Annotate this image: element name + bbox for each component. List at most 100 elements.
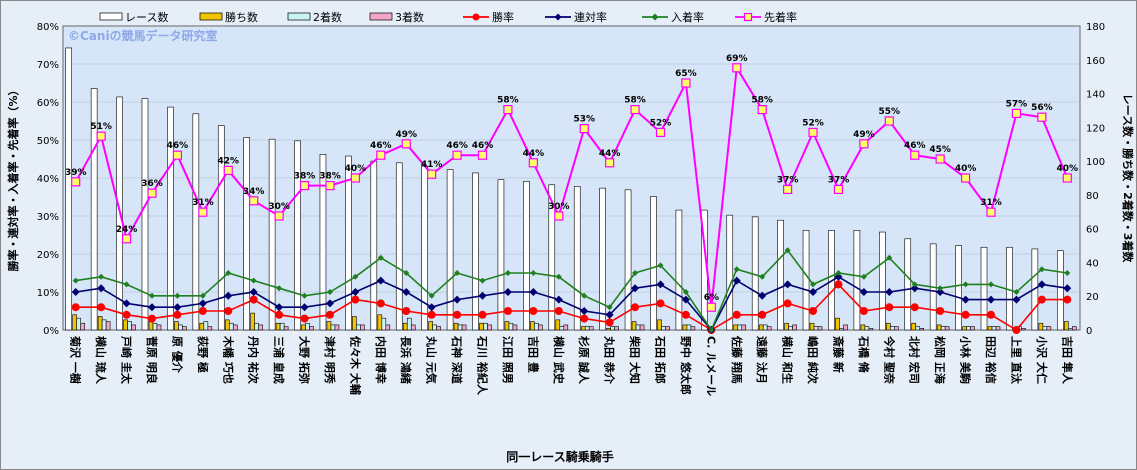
point-連対率	[325, 299, 334, 308]
bar-勝ち数	[453, 322, 459, 331]
point-先着率	[350, 173, 360, 183]
data-label: 24%	[116, 225, 138, 235]
point-先着率	[477, 150, 488, 160]
point-勝率	[249, 295, 258, 304]
point-先着率	[554, 211, 564, 221]
bar-2着数	[228, 322, 234, 331]
y-right-tick-label: 180	[1086, 22, 1105, 33]
point-先着率	[783, 184, 793, 194]
point-連対率	[936, 288, 945, 296]
point-連対率	[351, 288, 360, 296]
data-label: 46%	[904, 141, 926, 151]
bar-3着数	[639, 324, 645, 331]
point-先着率	[1062, 173, 1072, 183]
bar-3着数	[944, 326, 950, 331]
legend-label: 勝率	[492, 10, 514, 24]
data-label: 46%	[167, 141, 189, 151]
x-tick-label: 石橋 脩	[857, 335, 871, 374]
point-先着率	[859, 139, 869, 149]
point-連対率	[173, 303, 182, 312]
point-先着率	[681, 78, 691, 88]
bar-3着数	[207, 326, 213, 331]
point-連対率	[300, 303, 309, 312]
y-right-tick-label: 140	[1086, 90, 1105, 101]
point-入着率	[530, 270, 537, 276]
data-label: 41%	[421, 160, 443, 170]
legend-swatch	[199, 12, 223, 21]
point-入着率	[504, 270, 511, 276]
bar-3着数	[995, 326, 1001, 331]
point-連対率	[249, 288, 258, 296]
bar-2着数	[1042, 326, 1048, 331]
x-tick-label: 横山 武史	[552, 336, 566, 385]
point-勝率	[961, 310, 970, 319]
bar-レース数	[167, 106, 174, 331]
x-tick-label: 丹内 祐次	[247, 336, 261, 384]
data-label: 45%	[929, 145, 951, 155]
point-先着率	[96, 131, 106, 141]
bar-3着数	[894, 326, 899, 331]
bar-レース数	[879, 231, 886, 331]
point-連対率	[580, 307, 589, 315]
point-連対率	[147, 303, 156, 312]
bar-2着数	[864, 326, 870, 331]
point-入着率	[174, 292, 181, 299]
point-連対率	[783, 280, 792, 289]
bar-2着数	[406, 317, 412, 331]
point-先着率	[528, 158, 538, 168]
bar-勝ち数	[428, 321, 433, 331]
point-先着率	[579, 123, 589, 134]
x-tick-label: 木幡 巧也	[221, 335, 235, 384]
legend-swatch	[287, 12, 311, 21]
bar-3着数	[385, 324, 391, 331]
bar-レース数	[624, 189, 632, 331]
x-tick-label: 上里 直汰	[1009, 336, 1023, 385]
bar-勝ち数	[504, 321, 510, 331]
bar-勝ち数	[199, 322, 205, 331]
x-tick-label: 小林 美駒	[959, 335, 973, 384]
legend-swatch	[369, 12, 393, 21]
bar-3着数	[512, 324, 518, 331]
bar-3着数	[105, 321, 111, 331]
x-tick-label: 江田 照男	[501, 336, 515, 384]
data-label: 36%	[141, 179, 163, 189]
bar-レース数	[497, 179, 505, 331]
data-label: 38%	[294, 172, 316, 182]
point-入着率	[98, 273, 105, 280]
data-label: 40%	[345, 164, 367, 174]
point-連対率	[529, 288, 538, 296]
point-入着率	[962, 281, 969, 288]
x-tick-label: 柴田 大知	[628, 335, 642, 384]
bar-3着数	[309, 326, 314, 331]
data-label: 38%	[319, 172, 341, 182]
data-label: 39%	[65, 168, 87, 178]
bar-勝ち数	[911, 322, 917, 331]
x-tick-label: 松岡 正海	[933, 336, 947, 384]
x-tick-label: 遠藤 汰月	[755, 336, 769, 384]
gridlines	[63, 63, 1080, 293]
bar-勝ち数	[784, 322, 789, 331]
point-連対率	[376, 276, 385, 285]
point-連対率	[1012, 295, 1021, 304]
point-先着率	[325, 181, 335, 191]
bar-勝ち数	[809, 322, 815, 331]
data-label: 44%	[523, 149, 545, 159]
watermark: ©Caniの競馬データ研究室	[68, 28, 218, 43]
point-入着率	[326, 289, 333, 295]
bar-2着数	[737, 324, 743, 331]
x-tick-label: 今村 聖奈	[882, 335, 896, 385]
point-連対率	[275, 303, 284, 312]
point-先着率	[1037, 112, 1047, 122]
bar-レース数	[65, 47, 73, 331]
bar-3着数	[1021, 328, 1026, 331]
point-勝率	[681, 310, 690, 319]
point-入着率	[377, 254, 384, 261]
legend-marker	[743, 12, 753, 22]
point-連対率	[859, 288, 868, 296]
bar-勝ち数	[1038, 322, 1044, 331]
x-tick-label: 杉原 誠人	[577, 336, 591, 385]
point-勝率	[834, 280, 843, 289]
point-勝率	[478, 310, 487, 319]
point-連対率	[224, 291, 233, 300]
bar-3着数	[970, 326, 975, 331]
